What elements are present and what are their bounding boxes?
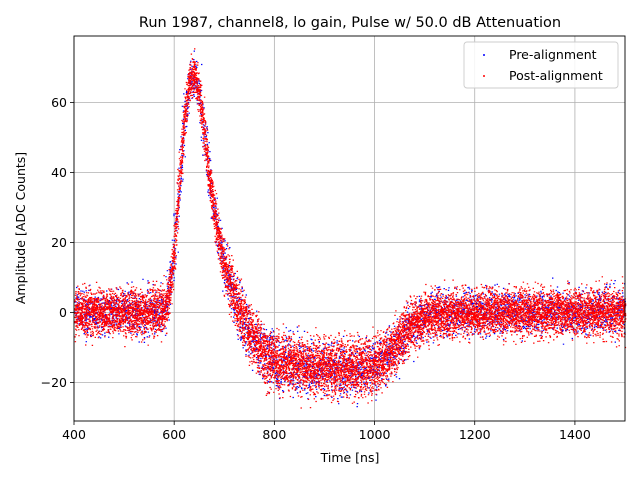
scatter-points-post-alignment — [74, 48, 627, 409]
x-tick-label: 1000 — [359, 427, 391, 442]
legend-marker-pre-alignment — [483, 54, 485, 56]
scatter-points-pre-alignment — [74, 50, 627, 408]
y-tick-label: 0 — [59, 305, 67, 320]
legend-marker-post-alignment — [483, 75, 485, 77]
x-tick-label: 400 — [62, 427, 86, 442]
y-tick-label: −20 — [41, 375, 67, 390]
x-tick-label: 1400 — [559, 427, 591, 442]
grid — [73, 36, 625, 421]
x-axis-ticks: 400 600 800 1000 1200 1400 — [62, 421, 591, 442]
series-pre-alignment — [74, 50, 627, 408]
series-post-alignment — [74, 48, 627, 409]
chart-title: Run 1987, channel8, lo gain, Pulse w/ 50… — [139, 15, 561, 31]
y-axis-label: Amplitude [ADC Counts] — [13, 152, 28, 304]
x-tick-label: 800 — [262, 427, 286, 442]
legend-box — [463, 41, 619, 89]
x-tick-label: 600 — [162, 427, 186, 442]
legend: Pre-alignment Post-alignment — [463, 41, 619, 89]
y-axis-ticks: −20 0 20 40 60 — [41, 95, 74, 390]
y-tick-label: 60 — [51, 95, 67, 110]
x-tick-label: 1200 — [459, 427, 491, 442]
legend-label-pre-alignment: Pre-alignment — [509, 47, 597, 62]
plot-frame — [73, 35, 626, 422]
legend-label-post-alignment: Post-alignment — [509, 68, 603, 83]
y-tick-label: 40 — [51, 165, 67, 180]
y-tick-label: 20 — [51, 235, 67, 250]
x-axis-label: Time [ns] — [320, 450, 380, 465]
